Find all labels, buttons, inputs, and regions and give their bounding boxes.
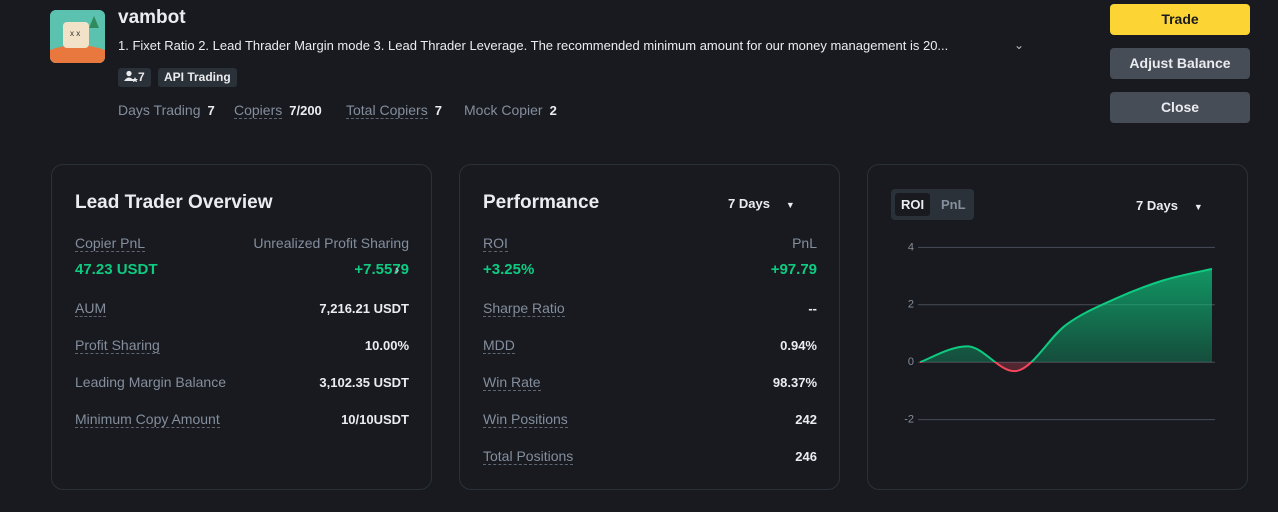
followers-tag: 7 xyxy=(118,68,151,87)
stat-label: Total Copiers xyxy=(346,102,428,119)
row-value: 10/10USDT xyxy=(341,412,409,427)
chart-card xyxy=(867,164,1248,490)
period-label: 7 Days xyxy=(728,196,770,211)
stat: Days Trading 7 xyxy=(118,102,215,118)
performance-title: Performance xyxy=(483,192,600,213)
highlight-value: +97.79 xyxy=(770,261,817,278)
followers-count: 7 xyxy=(138,70,145,84)
row-value: 246 xyxy=(795,449,817,464)
row-label: Leading Margin Balance xyxy=(75,374,226,390)
svg-text:x x: x x xyxy=(70,29,80,38)
row-value: 0.94% xyxy=(780,338,817,353)
row-label: Minimum Copy Amount xyxy=(75,411,220,428)
row-label: Sharpe Ratio xyxy=(483,300,565,317)
tab-roi[interactable]: ROI xyxy=(895,193,931,216)
stat-label: Days Trading xyxy=(118,102,201,118)
avatar-icon: x x xyxy=(50,10,105,63)
row-label: Total Positions xyxy=(483,448,574,465)
overview-title: Lead Trader Overview xyxy=(75,192,273,213)
highlight-label: PnL xyxy=(792,235,817,251)
adjust-balance-button[interactable]: Adjust Balance xyxy=(1110,48,1250,79)
row-value: 10.00% xyxy=(364,338,409,353)
area-positive xyxy=(920,268,1212,363)
close-button[interactable]: Close xyxy=(1110,92,1250,123)
period-select[interactable]: 7 Days ▼ xyxy=(728,196,795,211)
tab-pnl[interactable]: PnL xyxy=(941,197,966,212)
trade-button[interactable]: Trade xyxy=(1110,4,1250,35)
row-value: 98.37% xyxy=(772,375,817,390)
row-label: MDD xyxy=(483,337,515,354)
stat: Copiers 7/200 xyxy=(234,102,322,119)
roi-chart: -2 0 2 4 xyxy=(904,241,1215,426)
stat-label: Mock Copier xyxy=(464,102,543,118)
description: 1. Fixet Ratio 2. Lead Thrader Margin mo… xyxy=(118,38,949,53)
avatar: x x xyxy=(50,10,105,63)
api-tag: API Trading xyxy=(158,68,237,87)
stat: Total Copiers 7 xyxy=(346,102,442,119)
highlight-label: Copier PnL xyxy=(75,235,146,252)
highlight-label: Unrealized Profit Sharing xyxy=(253,235,409,251)
y-tick-label: -2 xyxy=(904,414,914,426)
stat-value: 7 xyxy=(434,103,442,118)
row-value: 3,102.35 USDT xyxy=(319,375,409,390)
stat: Mock Copier 2 xyxy=(464,102,557,118)
expand-icon[interactable]: ⌄ xyxy=(1014,38,1025,52)
chart-period-label: 7 Days xyxy=(1136,198,1178,213)
highlight-label: ROI xyxy=(483,235,508,252)
overview-card xyxy=(51,164,432,490)
performance-card xyxy=(459,164,840,490)
row-value: 7,216.21 USDT xyxy=(319,301,409,316)
y-tick-label: 2 xyxy=(908,299,914,311)
highlight-value: +3.25% xyxy=(483,261,535,278)
row-value: 242 xyxy=(795,412,817,427)
row-label: AUM xyxy=(75,300,107,317)
stat-value: 2 xyxy=(549,103,557,118)
y-tick-label: 4 xyxy=(908,241,914,253)
y-tick-label: 0 xyxy=(908,356,914,368)
followers-icon xyxy=(124,70,138,83)
highlight-value: 47.23 USDT xyxy=(75,261,158,278)
row-label: Win Rate xyxy=(483,374,541,391)
row-label: Win Positions xyxy=(483,411,568,428)
highlight-value: +7.5579 xyxy=(354,261,409,278)
chart-tabs: ROI PnL xyxy=(891,189,974,220)
stat-value: 7 xyxy=(207,103,215,118)
detail-arrow: › xyxy=(395,262,400,277)
trader-name: vambot xyxy=(118,7,186,28)
row-label: Profit Sharing xyxy=(75,337,160,354)
chart-period-select[interactable]: 7 Days ▼ xyxy=(1136,198,1203,213)
row-value: -- xyxy=(808,301,817,316)
roi-line xyxy=(919,267,1213,372)
stat-label: Copiers xyxy=(234,102,283,119)
stat-value: 7/200 xyxy=(289,103,322,118)
